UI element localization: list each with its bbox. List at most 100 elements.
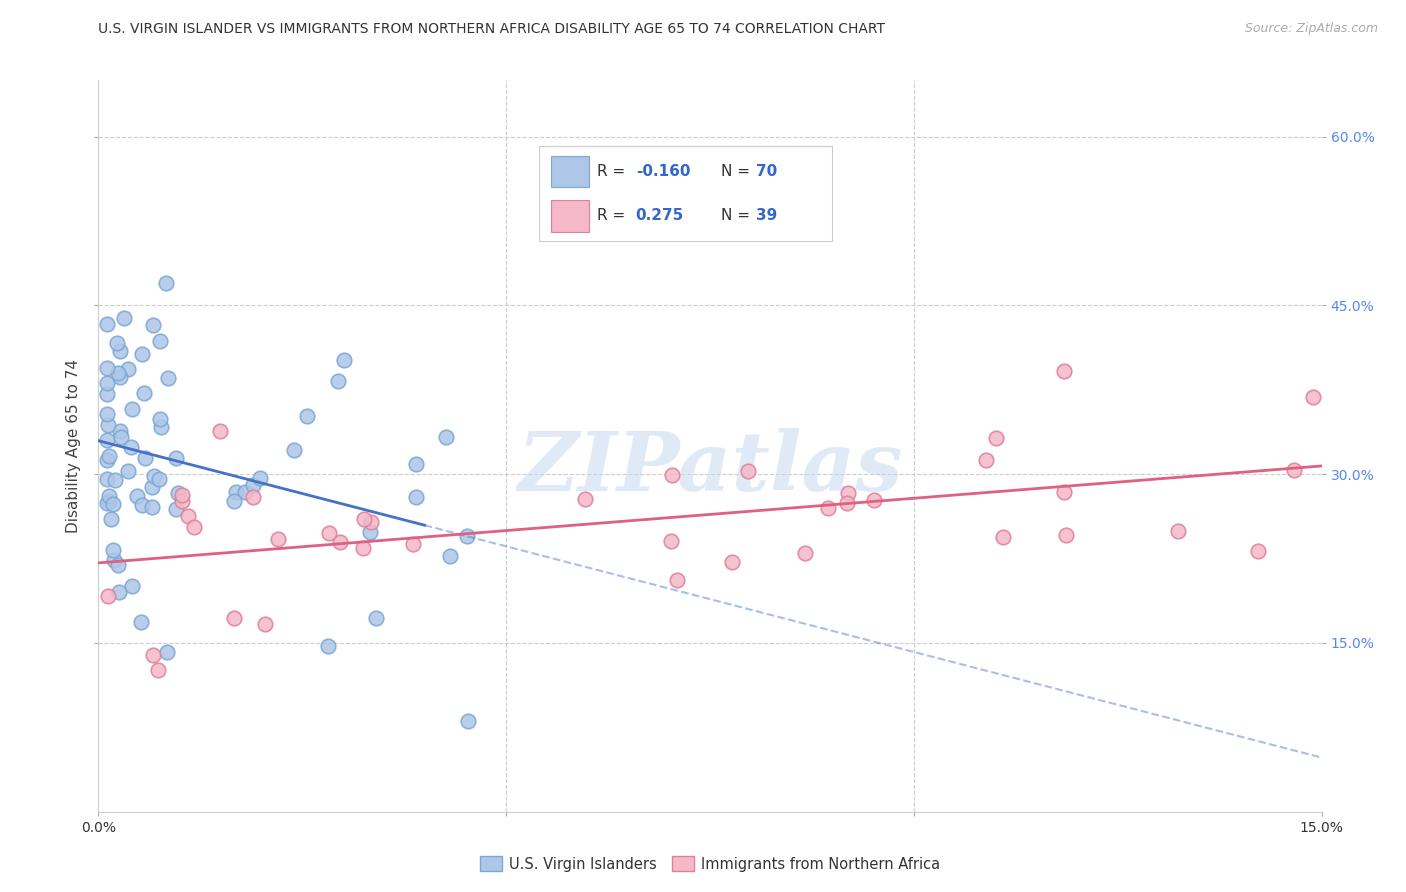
Point [127, 489, 149, 503]
Point [107, 558, 129, 572]
Point [165, 502, 187, 516]
Point [991, 530, 1014, 544]
Point [108, 370, 131, 384]
Point [96, 453, 118, 467]
Point [148, 472, 170, 486]
Point [659, 534, 682, 549]
Point [157, 370, 180, 384]
Point [108, 585, 131, 599]
Point [112, 311, 135, 326]
Y-axis label: Disability Age 65 to 74: Disability Age 65 to 74 [66, 359, 82, 533]
Point [165, 450, 187, 465]
Point [131, 347, 153, 361]
Point [183, 520, 205, 534]
Point [121, 402, 143, 417]
Text: U.S. VIRGIN ISLANDER VS IMMIGRANTS FROM NORTHERN AFRICA DISABILITY AGE 65 TO 74 : U.S. VIRGIN ISLANDER VS IMMIGRANTS FROM … [98, 22, 886, 37]
Point [103, 552, 125, 566]
Point [1247, 543, 1270, 558]
Point [986, 431, 1008, 445]
Point [97, 590, 120, 604]
Point [120, 441, 142, 455]
Point [141, 480, 163, 494]
Point [974, 453, 997, 467]
Point [177, 508, 200, 523]
Point [353, 541, 375, 556]
Point [405, 490, 427, 504]
Point [332, 353, 354, 368]
Text: Source: ZipAtlas.com: Source: ZipAtlas.com [1244, 22, 1378, 36]
Point [166, 485, 188, 500]
Point [170, 488, 193, 502]
Point [817, 500, 839, 515]
Point [1167, 524, 1189, 539]
Point [103, 497, 125, 511]
Point [121, 578, 143, 592]
Point [117, 465, 139, 479]
Point [661, 468, 683, 483]
Point [835, 496, 858, 510]
Point [96, 317, 118, 331]
Point [108, 425, 131, 439]
Point [720, 556, 742, 570]
Point [316, 639, 339, 653]
Point [1284, 463, 1306, 477]
Point [434, 430, 457, 444]
Point [267, 532, 290, 546]
Point [405, 458, 427, 472]
Point [105, 335, 128, 350]
Point [366, 611, 388, 625]
Point [837, 486, 859, 500]
Point [1302, 390, 1324, 404]
Point [225, 484, 247, 499]
Point [665, 574, 688, 588]
Text: 39: 39 [756, 209, 778, 224]
Text: 0.275: 0.275 [636, 209, 683, 224]
Point [141, 500, 163, 515]
Point [318, 525, 340, 540]
Point [134, 451, 156, 466]
Point [283, 442, 305, 457]
Point [97, 490, 120, 504]
Point [108, 344, 131, 359]
Point [96, 434, 118, 448]
Text: N =: N = [721, 164, 755, 178]
Legend: U.S. Virgin Islanders, Immigrants from Northern Africa: U.S. Virgin Islanders, Immigrants from N… [474, 850, 946, 878]
Point [96, 495, 118, 509]
Point [360, 515, 382, 529]
Point [107, 366, 129, 380]
Point [146, 663, 169, 677]
Point [439, 549, 461, 564]
Point [110, 430, 132, 444]
Point [172, 494, 194, 508]
Point [132, 385, 155, 400]
Point [156, 645, 179, 659]
Point [1052, 484, 1074, 499]
Point [328, 374, 350, 388]
Point [242, 478, 264, 492]
Point [96, 387, 118, 401]
Point [1052, 364, 1074, 378]
Text: R =: R = [598, 164, 631, 178]
Point [97, 494, 120, 508]
Point [155, 276, 177, 290]
Point [253, 616, 276, 631]
Point [208, 424, 231, 438]
Point [456, 529, 478, 543]
Point [235, 484, 257, 499]
Point [104, 473, 127, 487]
Text: ZIPatlas: ZIPatlas [517, 428, 903, 508]
Text: N =: N = [721, 209, 755, 224]
Point [100, 512, 122, 526]
Point [103, 542, 125, 557]
Point [863, 493, 886, 508]
Text: -0.160: -0.160 [636, 164, 690, 178]
Point [242, 491, 264, 505]
Point [353, 511, 375, 525]
Point [142, 318, 165, 332]
Point [402, 537, 425, 551]
Point [149, 334, 172, 349]
Point [295, 409, 318, 423]
Point [97, 417, 120, 432]
Point [457, 714, 479, 728]
Point [329, 535, 352, 549]
